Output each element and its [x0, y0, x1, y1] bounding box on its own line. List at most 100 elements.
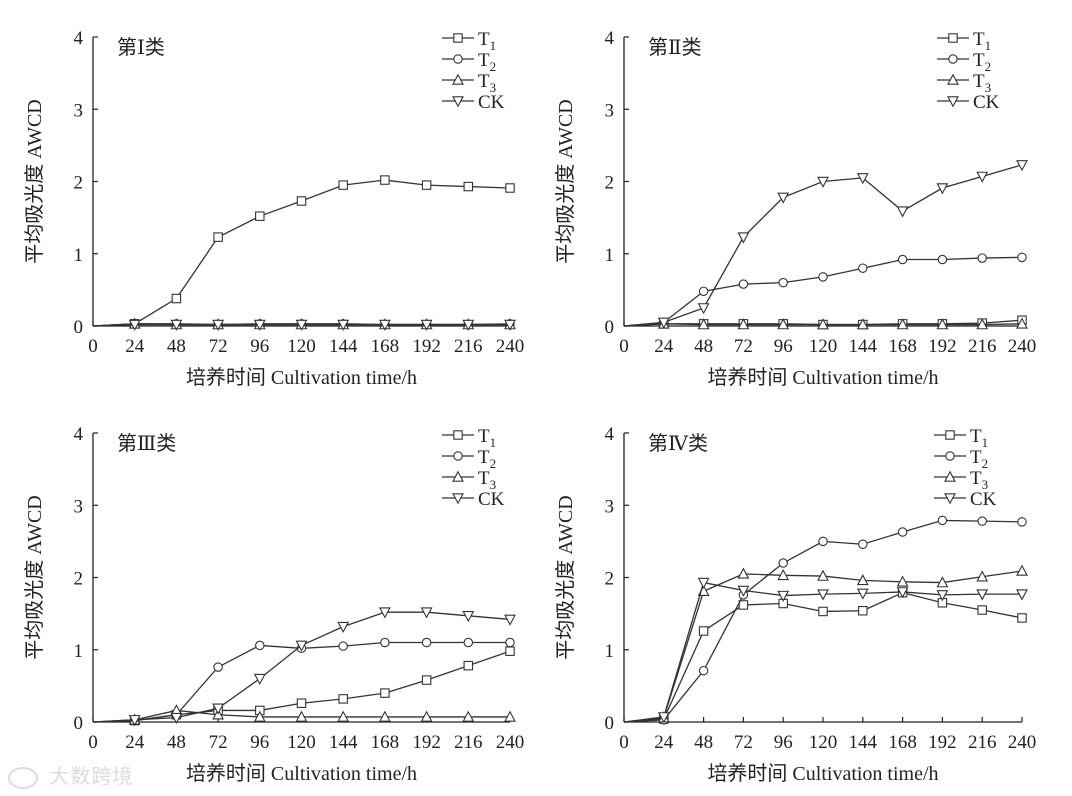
data-point: [896, 206, 909, 218]
data-point: [897, 254, 908, 265]
data-point: [295, 319, 308, 331]
data-point: [936, 318, 949, 330]
data-point: [1017, 613, 1027, 623]
series-ck: [92, 607, 516, 727]
data-point: [976, 589, 989, 601]
data-point: [128, 715, 141, 727]
data-point: [1017, 252, 1027, 263]
y-tick-label: 3: [74, 100, 84, 121]
x-tick-label: 96: [774, 732, 793, 753]
x-tick-label: 72: [734, 336, 753, 357]
data-point: [858, 263, 868, 273]
chart-panel-2: 0 24 48 72 96 120 144 168 192 216 240 0 1 2 3 4 培养时间 Cul…: [554, 28, 1036, 389]
legend-label: T3: [478, 468, 496, 492]
x-tick-label: 48: [167, 336, 186, 357]
data-point: [421, 637, 432, 648]
data-point: [380, 637, 390, 648]
data-point: [420, 319, 433, 331]
y-tick-label: 2: [74, 173, 84, 194]
series-t1: [92, 175, 515, 329]
legend-entry: CK: [442, 92, 505, 113]
data-point: [337, 319, 350, 331]
data-point: [462, 710, 475, 722]
legend-label: T2: [970, 447, 988, 471]
legend-marker: [452, 96, 464, 108]
data-point: [1016, 564, 1028, 576]
data-point: [337, 710, 350, 722]
x-tick-label: 240: [496, 732, 525, 753]
x-tick-label: 48: [167, 732, 186, 753]
legend-marker: [944, 493, 956, 505]
data-point: [778, 277, 788, 288]
data-point: [1016, 589, 1028, 601]
panel-title: 第Ⅲ类: [117, 432, 176, 455]
data-point: [420, 607, 433, 619]
data-point: [976, 318, 989, 330]
chart-panel-3: 0 24 48 72 96 120 144 168 192 216 240 0 1 2 3 4 培养时间 Cul…: [23, 424, 524, 785]
data-point: [817, 589, 829, 601]
series-t1: [92, 646, 515, 726]
data-point: [128, 319, 141, 331]
panel-title: 第Ⅳ类: [648, 432, 708, 455]
x-tick-label: 48: [694, 336, 713, 357]
series-line: [623, 581, 1022, 723]
legend-marker: [947, 96, 959, 108]
data-point: [737, 585, 750, 597]
data-point: [1017, 517, 1027, 527]
y-tick-label: 0: [74, 713, 84, 734]
series-t2: [623, 515, 1027, 725]
x-axis-title: 培养时间 Cultivation time/h: [707, 762, 938, 785]
data-point: [378, 607, 391, 619]
data-point: [818, 536, 828, 547]
legend-marker: [453, 430, 463, 440]
watermark-text: 大数跨境: [49, 764, 134, 788]
series-line: [92, 641, 510, 723]
legend-entry: T3: [937, 71, 991, 95]
x-tick-label: 240: [1008, 336, 1037, 357]
y-tick-label: 2: [605, 569, 615, 590]
data-point: [937, 254, 948, 265]
x-tick-label: 192: [928, 336, 957, 357]
legend-entry: T1: [442, 426, 496, 450]
legend-marker: [453, 33, 463, 43]
data-point: [856, 318, 869, 330]
chart-panel-1: 0 24 48 72 96 120 144 168 192 216 240 0 1 2 3 4 培养时间 Cul…: [23, 28, 524, 389]
data-point: [858, 539, 868, 550]
data-point: [897, 527, 908, 537]
data-point: [697, 318, 710, 330]
legend-entry: T1: [937, 29, 991, 53]
data-point: [817, 318, 829, 330]
legend-label: CK: [478, 489, 505, 510]
data-point: [505, 183, 515, 193]
x-tick-label: 0: [88, 732, 98, 753]
data-point: [657, 712, 670, 724]
legend-label: CK: [970, 489, 997, 510]
data-point: [170, 319, 183, 331]
data-point: [380, 175, 390, 185]
legend-entry: T2: [937, 50, 991, 74]
x-tick-label: 144: [849, 732, 878, 753]
data-point: [976, 570, 989, 582]
data-point: [698, 665, 709, 676]
data-point: [896, 318, 909, 330]
data-point: [338, 641, 348, 651]
data-point: [777, 568, 790, 581]
legend-marker: [948, 54, 958, 64]
legend-marker: [453, 451, 463, 461]
series-t2: [623, 252, 1027, 328]
data-point: [296, 698, 307, 708]
data-point: [337, 621, 350, 634]
series-ck: [623, 577, 1028, 724]
data-point: [856, 574, 869, 586]
data-point: [896, 587, 909, 599]
legend-label: T1: [478, 426, 496, 450]
data-point: [1016, 160, 1028, 172]
data-point: [737, 318, 750, 330]
data-point: [818, 272, 828, 282]
data-point: [462, 319, 475, 331]
x-tick-label: 0: [619, 336, 629, 357]
x-tick-label: 192: [412, 336, 441, 357]
series-t1: [623, 587, 1027, 724]
legend-label: T3: [973, 71, 991, 95]
x-tick-label: 24: [125, 336, 145, 357]
